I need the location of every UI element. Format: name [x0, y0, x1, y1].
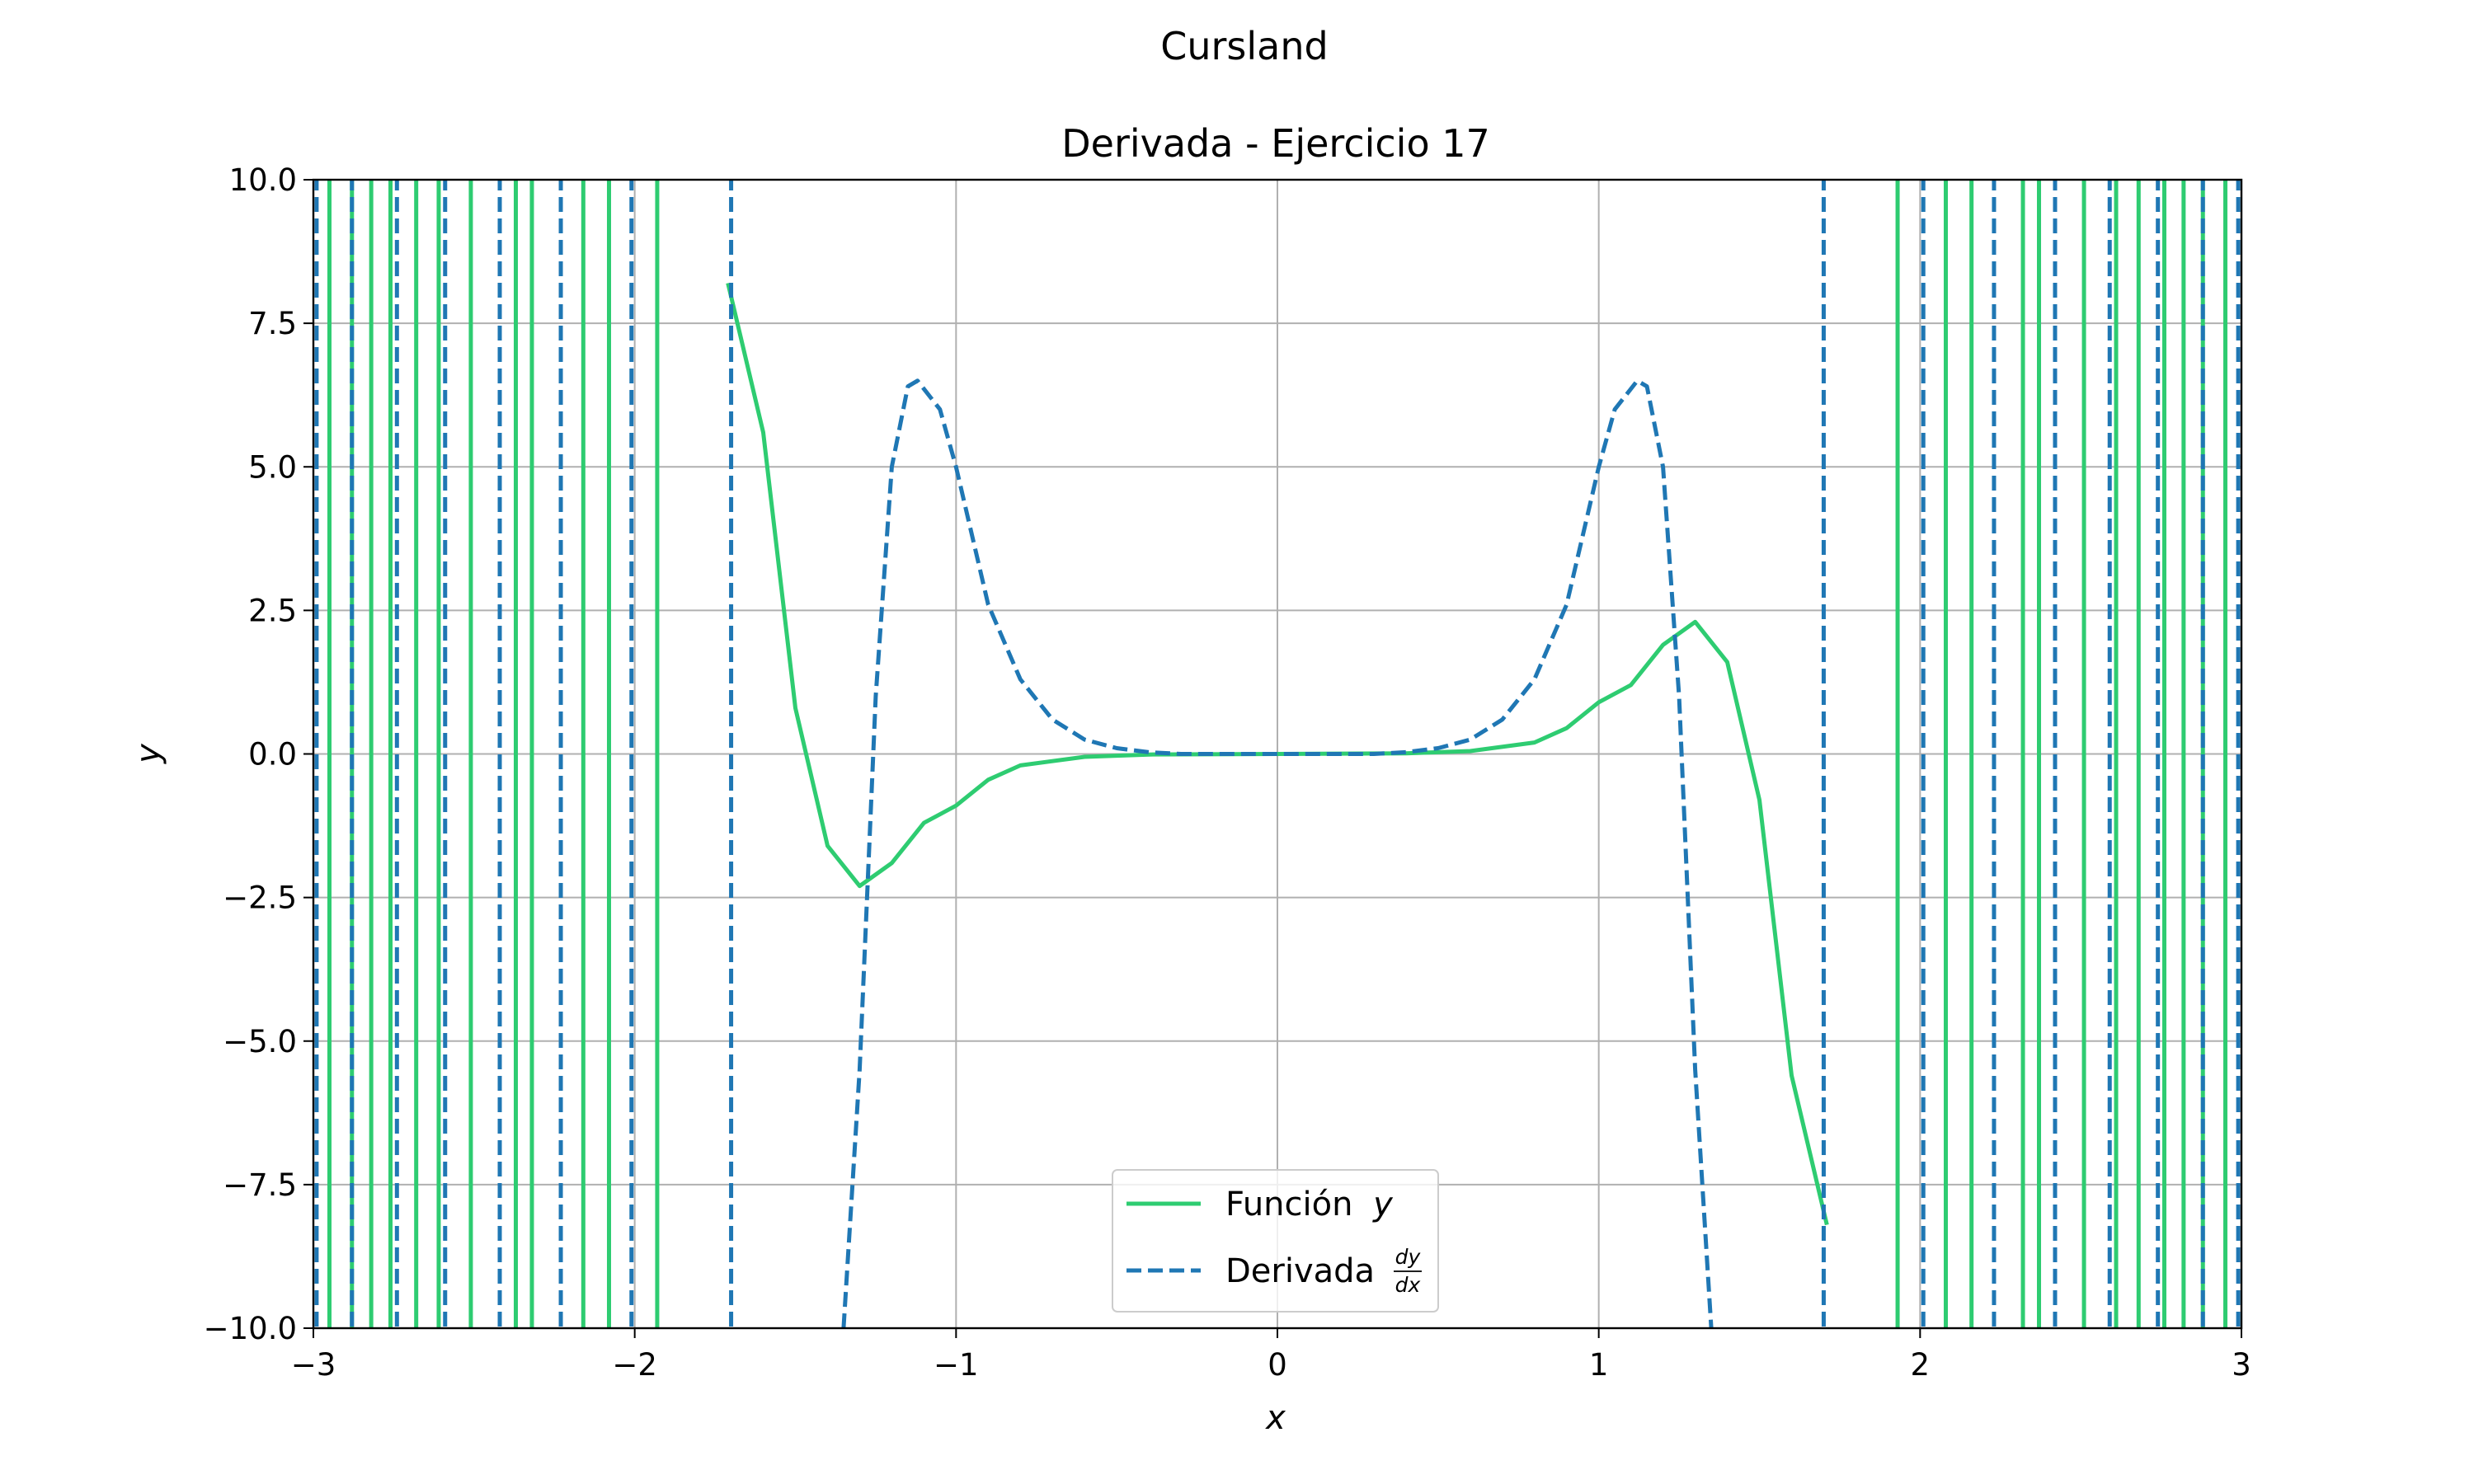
- legend-funcion-word: Función: [1225, 1186, 1352, 1223]
- y-tick-label: 5.0: [248, 449, 297, 485]
- y-tick-label: −2.5: [223, 881, 297, 916]
- y-tick-label: 0.0: [248, 737, 297, 773]
- x-tick-label: 1: [1589, 1347, 1609, 1383]
- series-1-center-curve: [841, 378, 1714, 1328]
- y-tick-label: 7.5: [248, 306, 297, 341]
- legend-derivada-denominator: dx: [1395, 1273, 1421, 1297]
- x-tick-label: −2: [612, 1347, 657, 1383]
- x-tick-label: 0: [1268, 1347, 1287, 1383]
- y-tick-label: 2.5: [248, 593, 297, 628]
- y-axis-label: y: [129, 743, 167, 764]
- legend-derivada-numerator: dy: [1395, 1245, 1422, 1269]
- legend-label-funcion: Función y: [1225, 1186, 1394, 1223]
- legend-funcion-symbol: y: [1372, 1186, 1394, 1223]
- x-tick-label: 2: [1911, 1347, 1931, 1383]
- x-tick-label: −3: [291, 1347, 336, 1383]
- y-tick-label: −7.5: [223, 1167, 297, 1203]
- y-tick-label: −10.0: [204, 1311, 297, 1346]
- legend-label-derivada: Derivada: [1225, 1252, 1375, 1290]
- y-axis-ticks: −10.0 −7.5 −5.0 −2.5 0.0 2.5 5.0 7.5 10.0: [204, 162, 313, 1346]
- series-0-center-curve: [726, 282, 1829, 1226]
- x-axis-label: x: [1264, 1399, 1286, 1437]
- chart-title: Derivada - Ejercicio 17: [1061, 121, 1490, 166]
- x-axis-ticks: −3 −2 −1 0 1 2 3: [291, 1328, 2251, 1383]
- grid-lines: [313, 179, 2242, 1329]
- x-tick-label: −1: [934, 1347, 979, 1383]
- y-tick-label: −5.0: [223, 1024, 297, 1059]
- series-layer: [314, 180, 2241, 1328]
- x-tick-label: 3: [2232, 1347, 2251, 1383]
- y-tick-label: 10.0: [229, 162, 297, 198]
- figure-suptitle: Cursland: [1160, 24, 1328, 68]
- legend: Función y Derivada dy dx: [1112, 1169, 1439, 1313]
